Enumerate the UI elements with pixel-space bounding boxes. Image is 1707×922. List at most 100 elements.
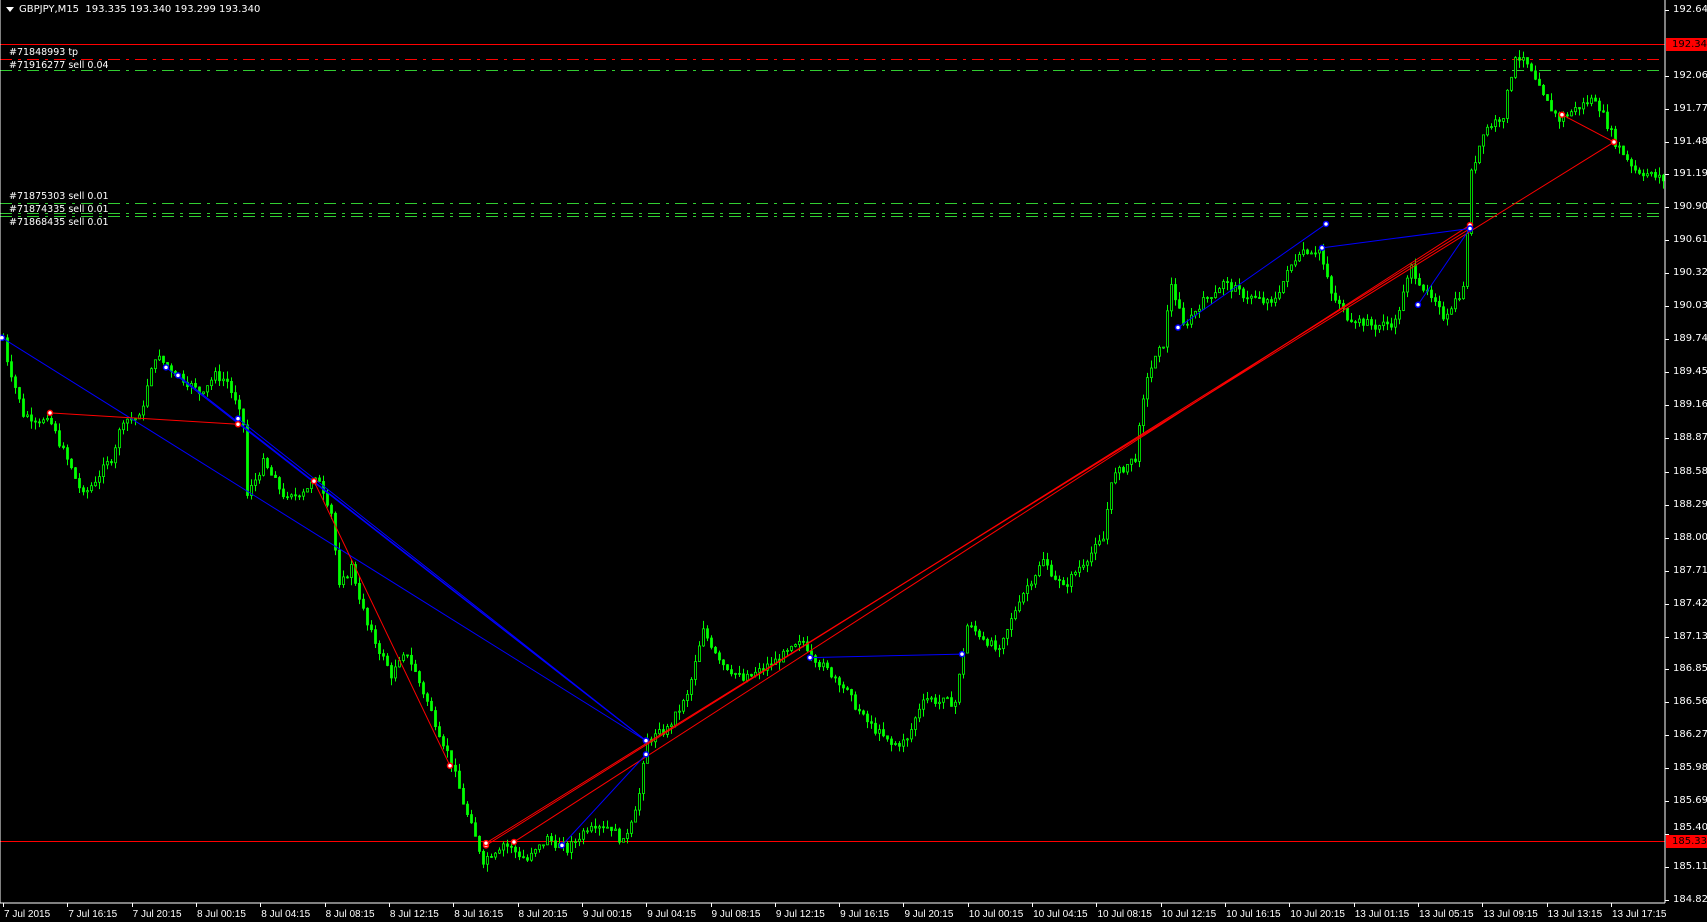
y-tick-label: 186.850 bbox=[1673, 662, 1707, 674]
candle-body bbox=[1498, 119, 1501, 122]
candle-body bbox=[82, 487, 85, 493]
candle-body bbox=[1450, 308, 1453, 315]
chart-header[interactable]: GBPJPY,M15 193.335 193.340 193.299 193.3… bbox=[6, 4, 260, 16]
trade-arrow-icon bbox=[558, 842, 566, 849]
candle-body bbox=[574, 841, 577, 843]
x-tick bbox=[3, 903, 4, 907]
candle-body bbox=[1114, 472, 1117, 484]
candle-body bbox=[1638, 169, 1641, 174]
candle-body bbox=[442, 736, 445, 747]
candle-body bbox=[570, 841, 573, 853]
y-tick-label: 186.270 bbox=[1673, 728, 1707, 740]
candle-body bbox=[1362, 318, 1365, 326]
candle-body bbox=[1082, 564, 1085, 568]
candle-body bbox=[1150, 367, 1153, 378]
candle-body bbox=[302, 491, 305, 497]
candle-body bbox=[814, 655, 817, 663]
candle-body bbox=[1314, 252, 1317, 255]
candle-body bbox=[1294, 260, 1297, 266]
candle-body bbox=[522, 856, 525, 859]
candle-body bbox=[1146, 377, 1149, 400]
candle-body bbox=[1198, 308, 1201, 312]
candle-body bbox=[1594, 97, 1597, 102]
y-tick bbox=[1665, 767, 1669, 769]
candle-body bbox=[1254, 295, 1257, 298]
candle-body bbox=[1446, 313, 1449, 320]
candle-body bbox=[734, 673, 737, 675]
candle-body bbox=[438, 726, 441, 738]
candle-body bbox=[1302, 249, 1305, 255]
candle-body bbox=[1062, 580, 1065, 586]
candle-body bbox=[30, 414, 33, 422]
candle-body bbox=[1430, 289, 1433, 299]
candle-body bbox=[846, 687, 849, 690]
candle-body bbox=[1406, 277, 1409, 293]
candle-body bbox=[86, 490, 89, 493]
x-tick-label: 10 Jul 12:15 bbox=[1161, 909, 1217, 920]
candle-body bbox=[1098, 540, 1101, 545]
x-tick-label: 10 Jul 04:15 bbox=[1033, 909, 1088, 920]
candle-body bbox=[1478, 145, 1481, 164]
trade-arrow-icon bbox=[958, 650, 966, 658]
trade-arrow-icon bbox=[1466, 225, 1474, 232]
y-tick-label: 187.425 bbox=[1673, 597, 1707, 609]
candle-body bbox=[794, 644, 797, 647]
candle-body bbox=[682, 700, 685, 712]
candle-body bbox=[26, 414, 29, 417]
candle-body bbox=[686, 694, 689, 701]
candle-body bbox=[1074, 571, 1077, 575]
candle-body bbox=[1382, 321, 1385, 327]
candle-body bbox=[134, 418, 137, 421]
candle-body bbox=[66, 447, 69, 460]
candle-body bbox=[1010, 618, 1013, 630]
x-tick bbox=[388, 903, 390, 907]
candle-body bbox=[818, 661, 821, 668]
y-tick bbox=[1665, 537, 1669, 539]
candle-body bbox=[1126, 463, 1129, 473]
candle-body bbox=[966, 625, 969, 654]
candle-body bbox=[286, 496, 289, 499]
x-tick-label: 9 Jul 20:15 bbox=[904, 909, 954, 920]
x-tick-label: 10 Jul 20:15 bbox=[1290, 909, 1345, 920]
candle-body bbox=[1402, 291, 1405, 311]
candle-body bbox=[906, 738, 909, 741]
candle-body bbox=[1662, 174, 1665, 182]
x-tick-label: 9 Jul 12:15 bbox=[775, 909, 825, 920]
x-tick bbox=[1032, 903, 1034, 907]
x-tick bbox=[1160, 903, 1162, 907]
candle-body bbox=[474, 822, 477, 837]
order-label: #71916277 sell 0.04 bbox=[9, 59, 109, 71]
y-tick-label: 191.770 bbox=[1673, 103, 1707, 114]
candle-body bbox=[598, 826, 601, 829]
dropdown-triangle-icon[interactable] bbox=[6, 6, 14, 12]
candle-body bbox=[1230, 282, 1233, 292]
trade-line bbox=[49, 412, 239, 425]
candle-body bbox=[922, 699, 925, 710]
trade-arrow-icon bbox=[806, 654, 814, 661]
candle-body bbox=[218, 371, 221, 382]
candle-body bbox=[1066, 584, 1069, 587]
trade-line bbox=[1321, 228, 1471, 249]
candle-body bbox=[826, 662, 829, 669]
candle-body bbox=[350, 564, 353, 578]
price-tag: 192.341 bbox=[1666, 37, 1707, 51]
candle-body bbox=[1470, 169, 1473, 234]
candle-body bbox=[1622, 145, 1625, 156]
candle-body bbox=[1026, 585, 1029, 594]
candle-body bbox=[1618, 145, 1621, 148]
candle-body bbox=[122, 422, 125, 431]
trade-line bbox=[313, 480, 451, 766]
y-tick bbox=[1665, 372, 1669, 374]
candle-body bbox=[1482, 134, 1485, 147]
candle-body bbox=[1366, 319, 1369, 326]
candle-body bbox=[382, 653, 385, 657]
trade-arrow-icon bbox=[482, 839, 490, 847]
candle-body bbox=[462, 787, 465, 805]
candle-body bbox=[202, 391, 205, 395]
candle-body bbox=[34, 420, 37, 423]
x-tick bbox=[67, 903, 69, 907]
candle-body bbox=[334, 512, 337, 551]
candle-body bbox=[898, 743, 901, 747]
candle-body bbox=[1278, 292, 1281, 299]
